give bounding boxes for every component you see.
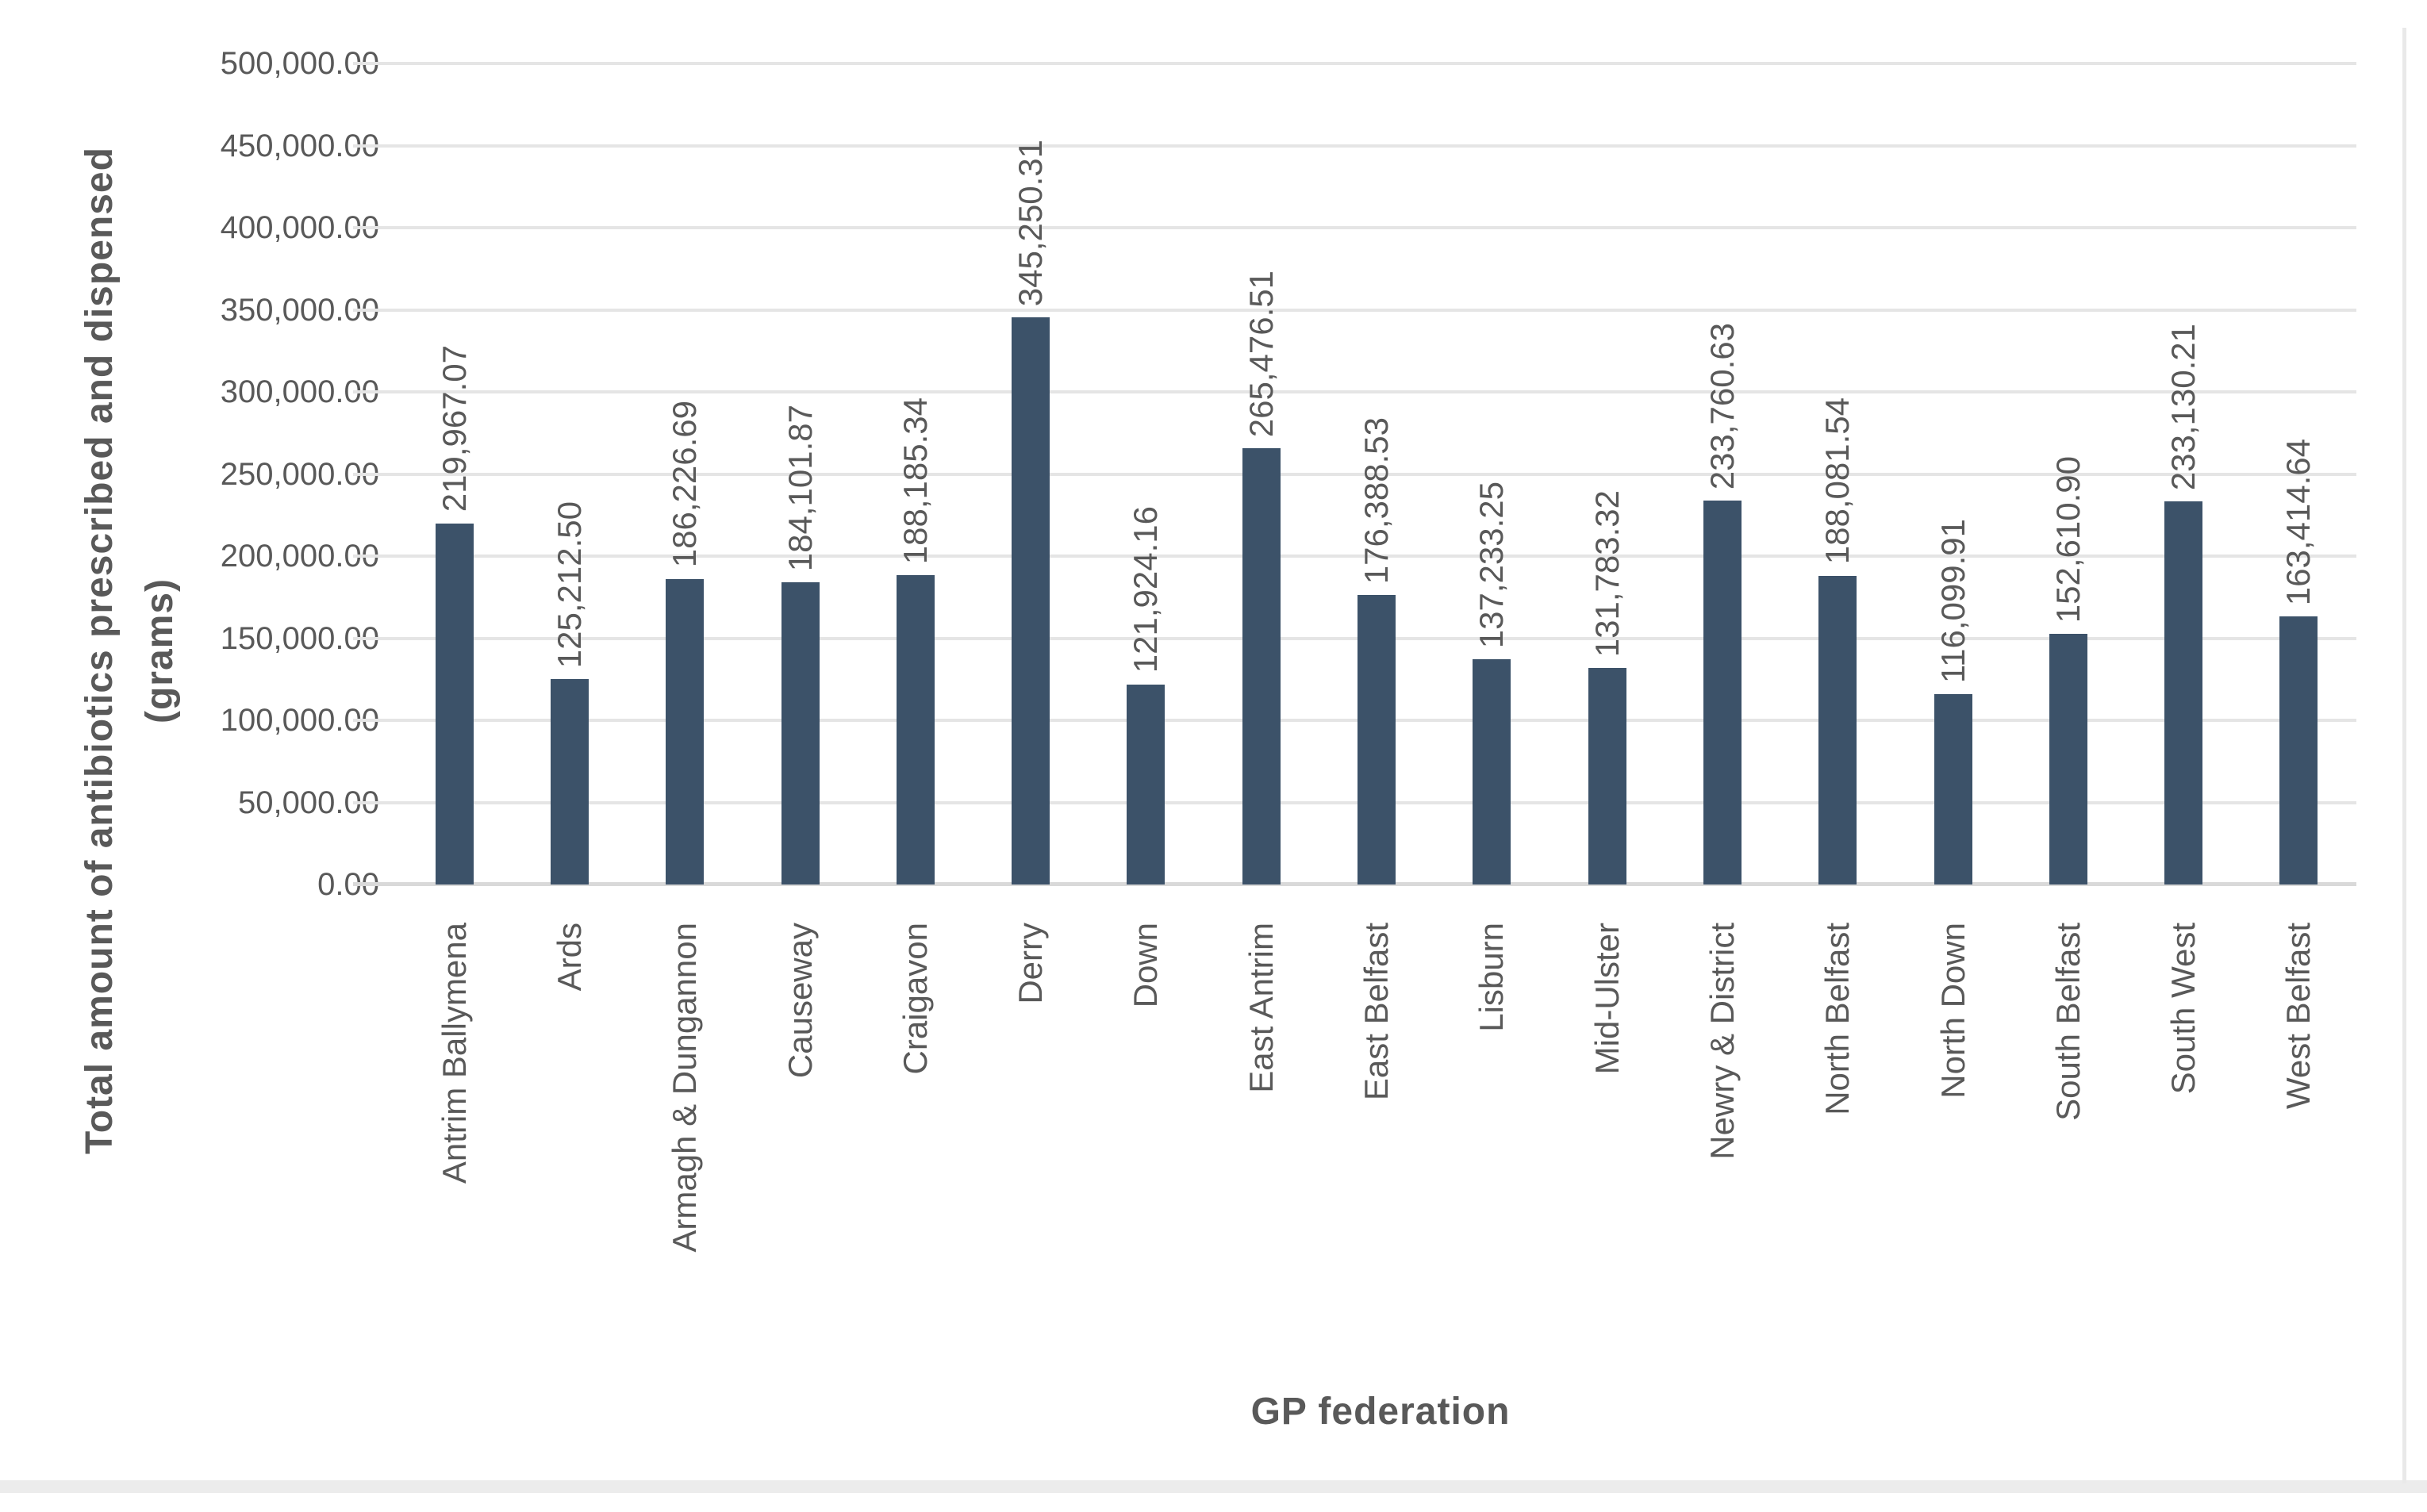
bar-value-label: 125,212.50 xyxy=(550,501,588,668)
bottom-strip xyxy=(0,1480,2427,1493)
bar-value-label: 233,760.63 xyxy=(1703,322,1741,490)
bar xyxy=(2049,634,2087,885)
bar-value-label: 188,081.54 xyxy=(1818,397,1857,565)
bar-slot: 176,388.53 East Belfast xyxy=(1319,63,1434,1100)
category-label: Derry xyxy=(1012,923,1050,1004)
y-tick-label: 0.00 xyxy=(317,867,379,902)
bar xyxy=(1127,684,1165,885)
bar-value-label: 219,967.07 xyxy=(435,345,473,512)
bar xyxy=(1703,501,1742,885)
bar xyxy=(1012,317,1050,885)
bar-slot: 116,099.91 North Down xyxy=(1895,63,2010,1099)
gridline xyxy=(353,62,2356,65)
bar-slot: 137,233.25 Lisburn xyxy=(1434,63,1550,1032)
gridline xyxy=(353,719,2356,722)
category-label: South West xyxy=(2164,923,2202,1095)
bar-value-label: 176,388.53 xyxy=(1358,416,1396,584)
gridline xyxy=(353,636,2356,640)
category-label: West Belfast xyxy=(2279,923,2318,1109)
bar-value-label: 116,099.91 xyxy=(1934,518,1972,683)
bar xyxy=(550,678,589,885)
y-tick-label: 150,000.00 xyxy=(220,620,379,656)
bar xyxy=(2164,501,2203,885)
bar-value-label: 265,476.51 xyxy=(1242,271,1280,438)
category-label: Ards xyxy=(550,923,588,992)
right-edge-line xyxy=(2402,28,2406,1483)
bar-value-label: 131,783.32 xyxy=(1588,490,1626,658)
bar-series: 219,967.07 Antrim Ballymena 125,212.50 Ards… xyxy=(397,63,2356,1253)
bar-value-label: 345,250.31 xyxy=(1012,140,1050,307)
x-axis-line xyxy=(353,882,2356,886)
bar-slot: 186,226.69 Armagh & Dungannon xyxy=(628,63,743,1253)
y-tick-label: 200,000.00 xyxy=(220,539,379,574)
bar-slot: 163,414.64 West Belfast xyxy=(2241,63,2356,1109)
category-label: East Antrim xyxy=(1242,923,1280,1093)
bar-value-label: 233,130.21 xyxy=(2164,324,2202,491)
bar xyxy=(1242,448,1281,885)
category-label: Antrim Ballymena xyxy=(435,923,473,1184)
y-tick-label: 300,000.00 xyxy=(220,374,379,409)
bar-slot: 219,967.07 Antrim Ballymena xyxy=(397,63,512,1184)
bar-value-label: 137,233.25 xyxy=(1473,481,1511,648)
gridline xyxy=(353,144,2356,148)
y-tick-label: 450,000.00 xyxy=(220,128,379,163)
plot-area: 219,967.07 Antrim Ballymena 125,212.50 Ards… xyxy=(353,62,2356,1253)
bar xyxy=(1934,693,1972,885)
bar-value-label: 184,101.87 xyxy=(781,404,819,571)
bar-slot: 188,185.34 Craigavon xyxy=(858,63,973,1074)
y-tick-label: 400,000.00 xyxy=(220,210,379,245)
category-label: Armagh & Dungannon xyxy=(666,923,704,1253)
bar-value-label: 163,414.64 xyxy=(2279,438,2318,605)
category-label: Causeway xyxy=(781,923,819,1079)
bar xyxy=(1358,594,1396,885)
category-label: Mid-Ulster xyxy=(1588,923,1626,1075)
bar-slot: 184,101.87 Causeway xyxy=(743,63,858,1078)
bar-slot: 152,610.90 South Belfast xyxy=(2010,63,2126,1121)
bar-slot: 233,130.21 South West xyxy=(2126,63,2241,1094)
bar xyxy=(781,581,820,885)
bar-value-label: 188,185.34 xyxy=(896,397,934,565)
gridline xyxy=(353,390,2356,393)
category-label: East Belfast xyxy=(1358,923,1396,1101)
bar-slot: 233,760.63 Newry & District xyxy=(1665,63,1780,1160)
bar-value-label: 186,226.69 xyxy=(666,401,704,568)
y-tick-label: 100,000.00 xyxy=(220,703,379,738)
category-label: North Belfast xyxy=(1818,923,1857,1115)
category-label: Craigavon xyxy=(896,923,934,1075)
bar-slot: 265,476.51 East Antrim xyxy=(1204,63,1319,1093)
y-tick-label: 250,000.00 xyxy=(220,456,379,492)
bar xyxy=(435,523,474,885)
gridline xyxy=(353,308,2356,312)
bar-slot: 121,924.16 Down xyxy=(1089,63,1204,1007)
y-tick-label: 350,000.00 xyxy=(220,292,379,328)
bar xyxy=(666,578,705,885)
category-label: South Belfast xyxy=(2049,923,2087,1121)
bar-slot: 188,081.54 North Belfast xyxy=(1780,63,1895,1115)
bar-slot: 125,212.50 Ards xyxy=(512,63,627,991)
y-tick-label: 500,000.00 xyxy=(220,46,379,81)
gridline xyxy=(353,472,2356,476)
bar xyxy=(2279,616,2318,885)
gridline xyxy=(353,226,2356,229)
bar xyxy=(1818,575,1857,885)
bar-value-label: 121,924.16 xyxy=(1127,506,1165,673)
bar xyxy=(896,575,935,885)
category-label: North Down xyxy=(1934,923,1972,1099)
x-axis-title: GP federation xyxy=(1250,1391,1511,1433)
y-axis-tick-labels: 0.00 50,000.00 100,000.00 150,000.00 200,000… xyxy=(0,46,379,902)
bar-value-label: 152,610.90 xyxy=(2049,455,2087,624)
bar xyxy=(1588,668,1626,885)
gridline xyxy=(353,555,2356,558)
y-tick-label: 50,000.00 xyxy=(238,785,379,820)
bar xyxy=(1473,658,1511,885)
gridline xyxy=(353,800,2356,804)
bar-slot: 131,783.32 Mid-Ulster xyxy=(1550,63,1665,1074)
category-label: Newry & District xyxy=(1703,923,1741,1160)
category-label: Lisburn xyxy=(1473,923,1511,1032)
category-label: Down xyxy=(1127,923,1165,1008)
bar-slot: 345,250.31 Derry xyxy=(973,63,1088,1004)
